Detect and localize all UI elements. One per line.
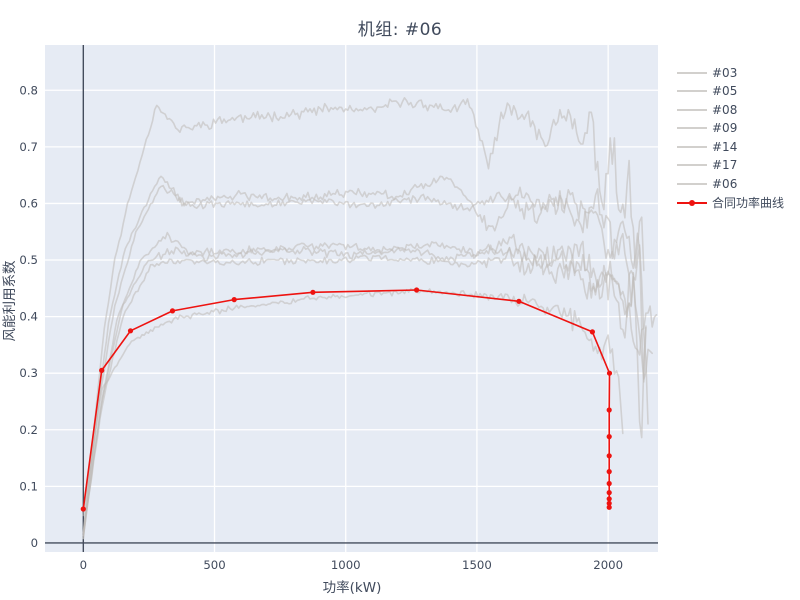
legend-item-08[interactable]: #08: [677, 102, 784, 117]
legend-item-06[interactable]: #06: [677, 177, 784, 192]
legend-label: #05: [712, 84, 738, 99]
line-swatch-icon: [677, 122, 707, 135]
zerolines: [45, 45, 658, 552]
x-tick-labels: 0 500 1000 1500 2000: [80, 558, 623, 572]
legend: #03 #05 #08 #09 #14 #17 #06 合同功率曲线: [677, 65, 785, 211]
y-axis-title: 风能利用系数: [2, 260, 18, 342]
series-contract-markers: [80, 287, 613, 512]
series-#08: [82, 184, 649, 537]
line-swatch-icon: [677, 85, 707, 98]
legend-label: #06: [712, 177, 738, 192]
series-#06: [82, 287, 624, 517]
svg-text:500: 500: [203, 558, 225, 572]
legend-label: #17: [712, 158, 738, 173]
svg-text:0.5: 0.5: [19, 253, 38, 267]
y-tick-labels: 0 0.1 0.2 0.3 0.4 0.5 0.6 0.7 0.8: [19, 83, 38, 550]
line-swatch-icon: [677, 66, 707, 79]
x-axis-title: 功率(kW): [322, 580, 382, 596]
legend-item-05[interactable]: #05: [677, 84, 784, 99]
line-swatch-icon: [677, 140, 707, 153]
legend-item-17[interactable]: #17: [677, 158, 784, 173]
legend-label: #08: [712, 102, 738, 117]
line-swatch-icon: [677, 178, 707, 191]
svg-text:1000: 1000: [331, 558, 361, 572]
chart-title: 机组: #06: [357, 20, 443, 40]
svg-text:0.2: 0.2: [19, 423, 38, 437]
legend-label: #03: [712, 65, 738, 80]
svg-text:0: 0: [31, 536, 38, 550]
svg-text:0: 0: [80, 558, 87, 572]
series-#05: [82, 175, 647, 540]
svg-text:2000: 2000: [593, 558, 623, 572]
legend-label: #14: [712, 139, 738, 154]
legend-label: #09: [712, 121, 738, 136]
line-swatch-icon: [677, 159, 707, 172]
svg-text:0.7: 0.7: [19, 140, 38, 154]
legend-item-14[interactable]: #14: [677, 139, 784, 154]
series-#17: [82, 247, 658, 537]
svg-text:0.3: 0.3: [19, 366, 38, 380]
svg-text:1500: 1500: [462, 558, 492, 572]
svg-text:0.6: 0.6: [19, 196, 38, 210]
plot-area: [45, 45, 658, 552]
legend-item-contract[interactable]: 合同功率曲线: [677, 196, 785, 211]
svg-text:0.4: 0.4: [19, 310, 38, 324]
svg-text:0.8: 0.8: [19, 83, 38, 97]
line-marker-swatch-icon: [677, 196, 707, 209]
legend-item-03[interactable]: #03: [677, 65, 784, 80]
svg-text:0.1: 0.1: [19, 479, 38, 493]
series-#09: [82, 231, 647, 540]
legend-label: 合同功率曲线: [712, 196, 785, 211]
series-#14: [82, 243, 654, 534]
line-swatch-icon: [677, 103, 707, 116]
legend-item-09[interactable]: #09: [677, 121, 784, 136]
series-#03: [82, 97, 645, 534]
